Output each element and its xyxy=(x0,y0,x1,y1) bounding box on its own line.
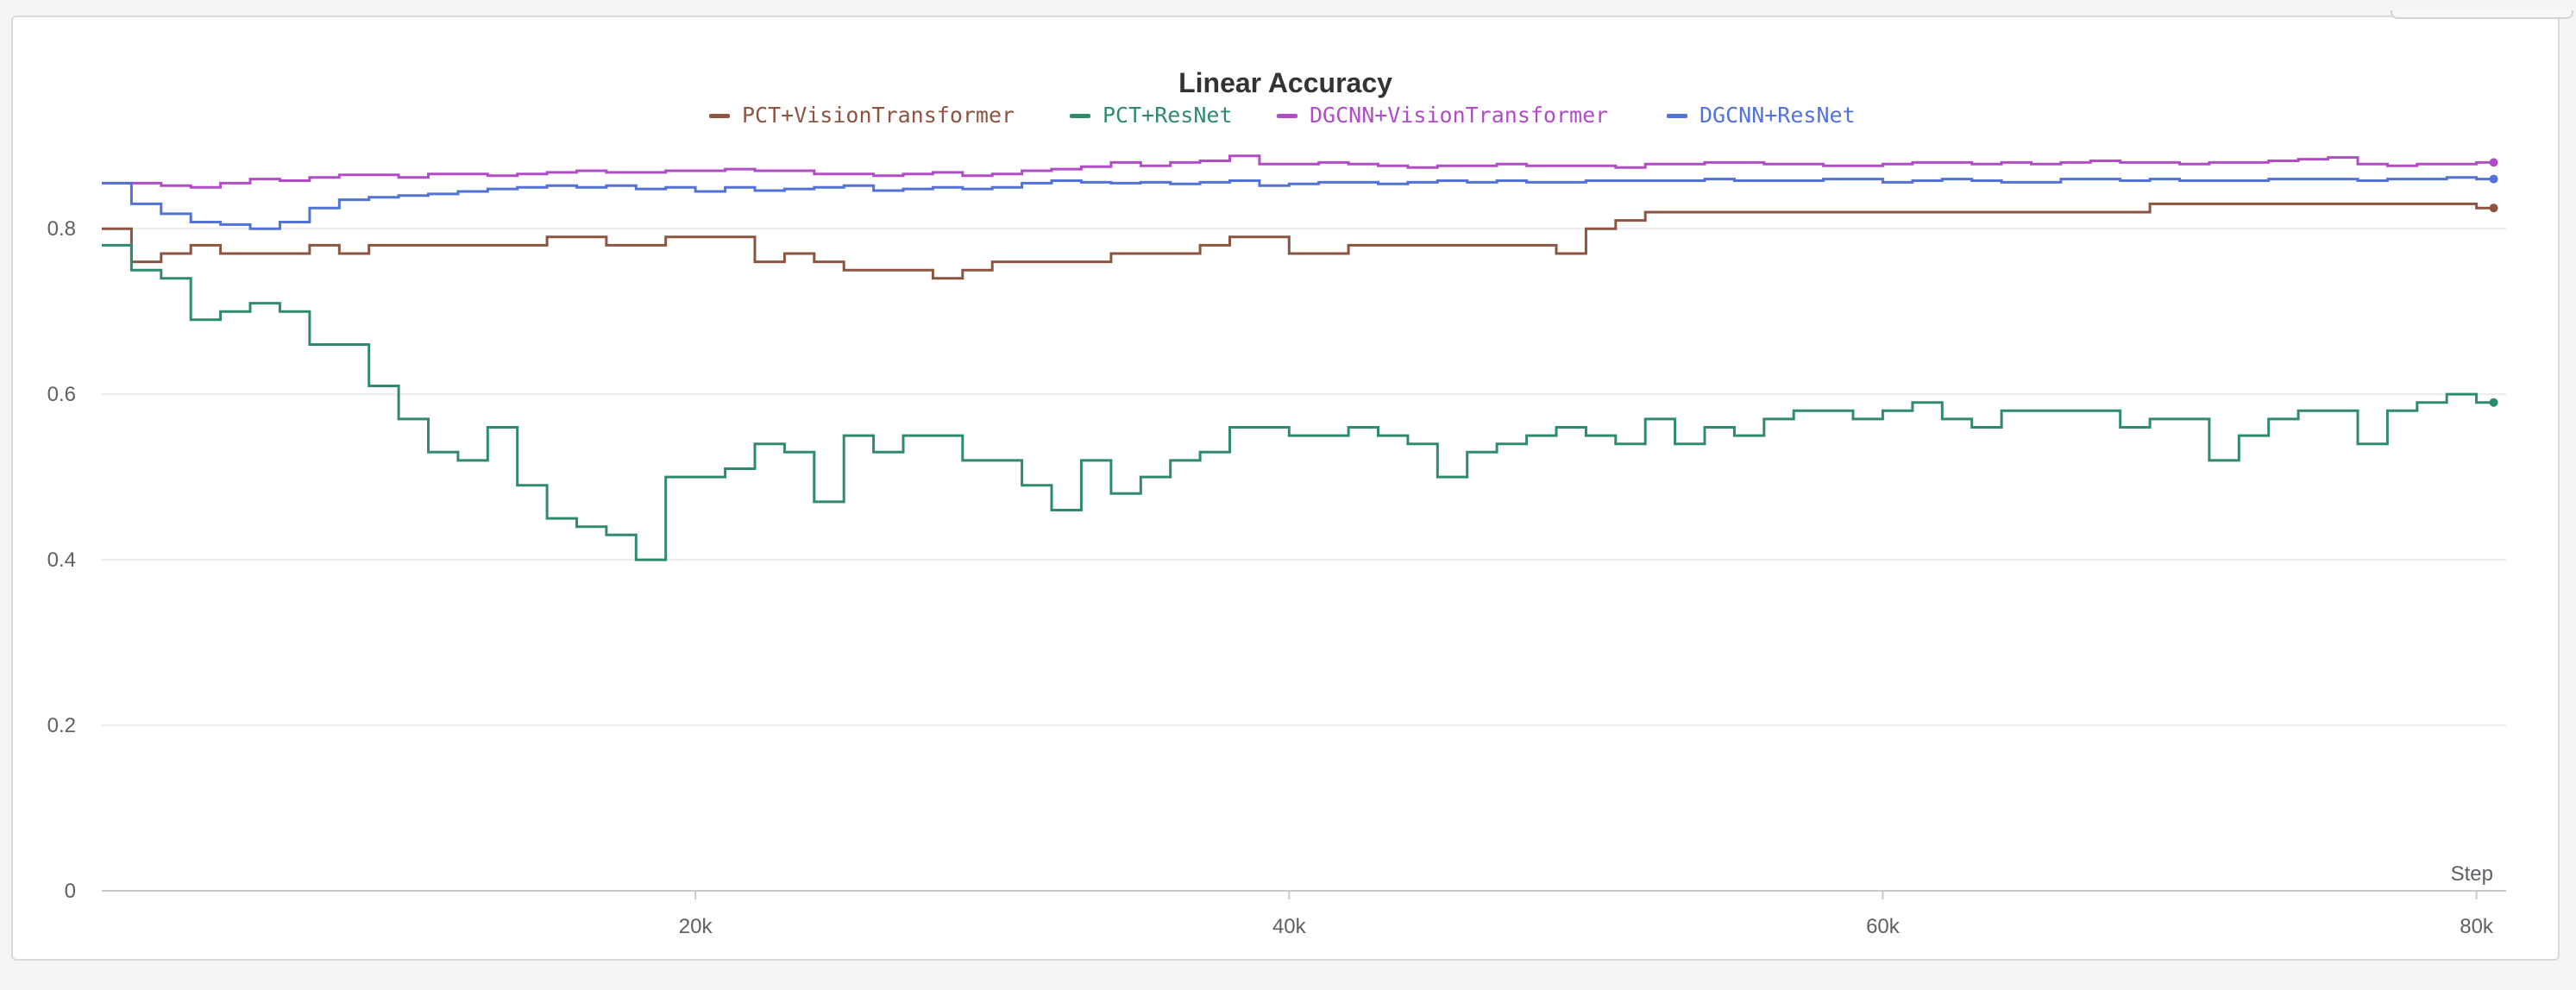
series-end-point-2 xyxy=(2489,158,2498,167)
series-end-point-1 xyxy=(2489,398,2498,407)
axes: 0 0.2 0.4 0.6 0.8 20k 40k 60k 80k Step xyxy=(47,217,2506,938)
x-tick-label: 40k xyxy=(1272,915,1307,938)
x-tick-label: 60k xyxy=(1866,915,1901,938)
legend-swatch xyxy=(1667,114,1687,118)
x-tick-label: 20k xyxy=(679,915,713,938)
y-tick-label: 0.4 xyxy=(47,548,76,572)
legend-item-0[interactable]: PCT+VisionTransformer xyxy=(709,103,1015,128)
legend-label: DGCNN+VisionTransformer xyxy=(1310,103,1608,128)
legend-item-2[interactable]: DGCNN+VisionTransformer xyxy=(1277,103,1608,128)
legend-label: DGCNN+ResNet xyxy=(1700,103,1856,128)
y-tick-label: 0.2 xyxy=(47,714,76,737)
series-end-point-0 xyxy=(2489,204,2498,213)
series-line-3 xyxy=(102,176,2494,230)
x-tick-label: 80k xyxy=(2460,915,2494,938)
y-tick-label: 0.6 xyxy=(47,383,76,406)
panel-corner-tab xyxy=(2391,10,2573,19)
series-line-0 xyxy=(102,202,2494,280)
x-axis-title: Step xyxy=(2451,862,2493,886)
legend: PCT+VisionTransformer PCT+ResNet DGCNN+Vis… xyxy=(709,103,1856,128)
y-tick-label: 0 xyxy=(65,880,76,903)
legend-item-1[interactable]: PCT+ResNet xyxy=(1070,103,1233,128)
legend-swatch xyxy=(709,114,730,118)
y-tick-label: 0.8 xyxy=(47,217,76,241)
legend-label: PCT+ResNet xyxy=(1103,103,1233,128)
chart-title: Linear Accuracy xyxy=(1178,67,1392,98)
legend-item-3[interactable]: DGCNN+ResNet xyxy=(1667,103,1856,128)
series-line-2 xyxy=(102,154,2494,189)
legend-swatch xyxy=(1070,114,1090,118)
series-lines xyxy=(102,154,2498,561)
series-line-1 xyxy=(102,243,2494,561)
grid-lines xyxy=(102,228,2506,727)
legend-label: PCT+VisionTransformer xyxy=(742,103,1015,128)
legend-swatch xyxy=(1277,114,1297,118)
series-end-point-3 xyxy=(2489,174,2498,184)
